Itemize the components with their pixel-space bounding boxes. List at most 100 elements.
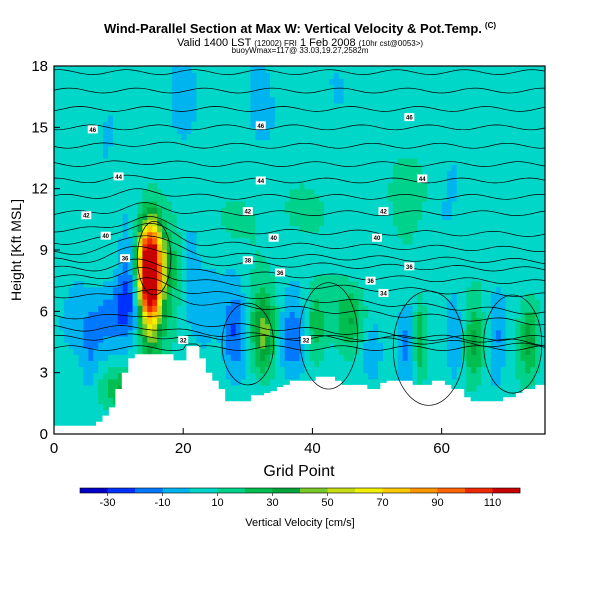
w-cell xyxy=(451,243,458,251)
w-cell xyxy=(206,360,212,368)
w-cell xyxy=(309,366,315,374)
w-cell xyxy=(338,366,345,374)
w-cell xyxy=(510,188,517,196)
w-cell xyxy=(122,262,129,269)
w-cell xyxy=(476,182,482,190)
w-cell xyxy=(206,329,212,337)
w-cell xyxy=(314,292,320,300)
w-cell xyxy=(530,250,536,257)
w-cell xyxy=(132,188,139,196)
w-cell xyxy=(260,151,266,159)
w-cell xyxy=(486,360,492,368)
w-cell xyxy=(211,145,217,153)
w-cell xyxy=(314,348,320,355)
w-cell xyxy=(540,329,545,337)
w-cell xyxy=(368,225,374,233)
w-cell xyxy=(427,372,433,380)
w-cell xyxy=(461,151,468,159)
w-cell xyxy=(103,127,109,135)
w-cell xyxy=(63,280,70,288)
w-cell xyxy=(338,329,345,337)
w-cell xyxy=(412,280,418,288)
w-cell xyxy=(54,299,60,306)
w-cell xyxy=(201,200,207,208)
w-cell xyxy=(142,164,148,171)
w-cell xyxy=(353,311,360,319)
w-cell xyxy=(250,225,256,233)
w-cell xyxy=(510,280,517,288)
w-cell xyxy=(397,237,404,245)
w-cell xyxy=(353,207,360,214)
w-cell xyxy=(162,194,168,202)
w-cell xyxy=(284,219,291,227)
w-cell xyxy=(299,243,306,251)
w-cell xyxy=(58,243,65,251)
w-cell xyxy=(486,299,492,306)
w-cell xyxy=(407,280,414,288)
w-cell xyxy=(520,225,526,233)
w-cell xyxy=(274,200,281,208)
w-cell xyxy=(412,213,418,220)
w-cell xyxy=(520,170,526,177)
w-cell xyxy=(289,145,296,153)
w-cell xyxy=(68,237,75,245)
w-cell xyxy=(216,237,222,245)
w-cell xyxy=(157,139,163,147)
w-cell xyxy=(162,292,168,300)
w-cell xyxy=(525,194,531,202)
w-cell xyxy=(176,354,183,361)
w-cell xyxy=(495,219,502,227)
w-cell xyxy=(525,133,531,141)
w-cell xyxy=(206,323,212,331)
w-cell xyxy=(63,348,70,355)
w-cell xyxy=(299,280,306,288)
w-cell xyxy=(132,348,139,355)
w-cell xyxy=(417,182,423,190)
w-cell xyxy=(230,237,237,245)
w-cell xyxy=(220,366,227,374)
w-cell xyxy=(299,133,306,141)
w-cell xyxy=(250,286,256,294)
w-cell xyxy=(255,207,261,214)
w-cell xyxy=(520,188,526,196)
w-cell xyxy=(117,219,124,227)
w-cell xyxy=(510,182,517,190)
w-cell xyxy=(289,231,296,239)
w-cell xyxy=(240,151,247,159)
w-cell xyxy=(363,342,369,349)
w-cell xyxy=(152,305,158,312)
w-cell xyxy=(432,164,438,171)
w-cell xyxy=(309,219,315,227)
w-cell xyxy=(535,256,541,263)
w-cell xyxy=(191,292,197,300)
w-cell xyxy=(490,133,497,141)
w-cell xyxy=(122,274,129,282)
w-cell xyxy=(328,335,335,343)
w-cell xyxy=(481,219,487,227)
w-cell xyxy=(230,213,237,220)
w-cell xyxy=(137,348,143,355)
w-cell xyxy=(427,348,433,355)
w-cell xyxy=(274,158,281,165)
w-cell xyxy=(289,323,296,331)
w-cell xyxy=(436,164,443,171)
w-cell xyxy=(58,311,65,319)
w-cell xyxy=(230,360,237,368)
w-cell xyxy=(240,127,247,135)
w-cell xyxy=(353,194,360,202)
w-cell xyxy=(157,127,163,135)
w-cell xyxy=(397,280,404,288)
w-cell xyxy=(122,182,129,190)
w-cell xyxy=(412,127,418,135)
w-cell xyxy=(392,342,399,349)
w-cell xyxy=(265,225,271,233)
w-cell xyxy=(250,299,256,306)
w-cell xyxy=(240,299,247,306)
w-cell xyxy=(397,170,404,177)
w-cell xyxy=(78,409,85,417)
w-cell xyxy=(436,207,443,214)
w-cell xyxy=(147,268,153,276)
w-cell xyxy=(343,182,350,190)
w-cell xyxy=(216,188,222,196)
w-cell xyxy=(98,317,104,325)
